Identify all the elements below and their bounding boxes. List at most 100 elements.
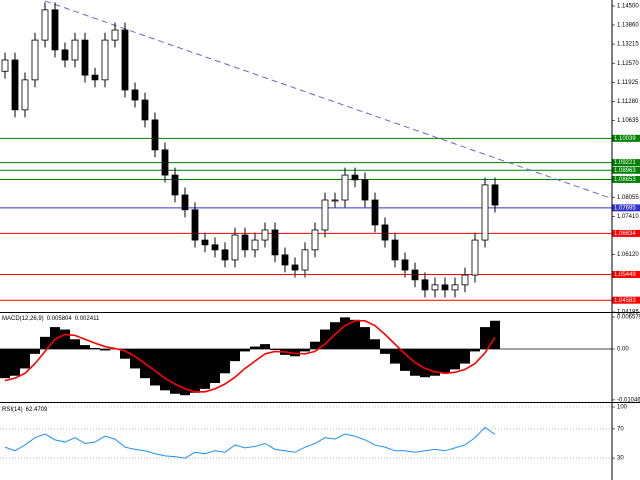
- macd-bar: [50, 327, 60, 349]
- macd-bar: [390, 348, 400, 364]
- macd-pane: [0, 317, 612, 396]
- macd-bar: [310, 341, 320, 349]
- macd-bar: [360, 327, 370, 349]
- macd-bar: [490, 320, 500, 349]
- indicator-value: 0.005804: [47, 316, 73, 322]
- candle-body: [201, 239, 209, 246]
- y-tick-label: 100: [617, 405, 628, 411]
- macd-bar: [70, 339, 80, 349]
- candle-body: [31, 39, 39, 81]
- macd-bar: [270, 348, 280, 350]
- candle-body: [321, 199, 329, 231]
- macd-bar: [320, 329, 330, 349]
- candle-body: [91, 74, 99, 81]
- macd-bar: [380, 348, 390, 354]
- candle-body: [61, 49, 69, 61]
- candle-body: [51, 9, 59, 51]
- price-pane: [0, 0, 612, 301]
- indicator-value: 0.002411: [75, 316, 100, 322]
- y-tick-label: 1.13215: [617, 42, 639, 48]
- macd-bar: [150, 348, 160, 386]
- indicator-header: MACD(12,26,9) 0.005804 0.002411: [2, 316, 100, 322]
- macd-bar: [440, 348, 450, 374]
- macd-bar: [300, 348, 310, 352]
- candle-body: [491, 184, 499, 206]
- y-tick-label: 1.12570: [617, 61, 639, 67]
- rsi-line: [4, 426, 496, 459]
- macd-bar: [470, 348, 480, 352]
- indicator-title: MACD(12,26,9): [2, 316, 44, 322]
- y-tick-label: -0.010465: [617, 397, 640, 403]
- candle-body: [281, 254, 289, 266]
- level-label: 1.05449: [614, 272, 636, 278]
- level-label-box: [612, 159, 640, 167]
- y-tick-label: 0.00: [617, 347, 629, 353]
- candle-body: [301, 249, 309, 271]
- candle-body: [181, 194, 189, 211]
- macd-bar: [420, 348, 430, 378]
- macd-bar: [60, 329, 70, 349]
- macd-bar: [260, 344, 270, 349]
- candle-body: [21, 79, 29, 111]
- candle-body: [451, 284, 459, 291]
- level-label-box: [612, 134, 640, 142]
- macd-bar: [250, 346, 260, 349]
- macd-bar: [120, 348, 130, 359]
- candle-body: [441, 284, 449, 291]
- candle-body: [81, 39, 89, 76]
- level-label: 1.08963: [614, 168, 636, 174]
- macd-bar: [180, 348, 190, 396]
- candle-body: [361, 179, 369, 201]
- trendline: [44, 0, 612, 200]
- macd-bar: [170, 348, 180, 394]
- candle-body: [341, 174, 349, 201]
- candle-body: [261, 229, 269, 241]
- candle-body: [401, 259, 409, 271]
- candle-body: [251, 239, 259, 251]
- candle-body: [471, 239, 479, 276]
- candle-body: [421, 279, 429, 291]
- macd-bar: [230, 348, 240, 362]
- macd-bar: [0, 348, 10, 379]
- level-label: 1.07695: [614, 205, 636, 211]
- candle-body: [211, 244, 219, 251]
- macd-bar: [130, 348, 140, 369]
- macd-bar: [10, 348, 20, 376]
- macd-bar: [400, 348, 410, 371]
- candle-body: [221, 249, 229, 261]
- macd-bar: [160, 348, 170, 391]
- candle-body: [461, 274, 469, 286]
- candle-body: [351, 174, 359, 181]
- candle-body: [101, 39, 109, 81]
- y-tick-label: 1.14500: [617, 4, 639, 10]
- macd-bar: [210, 348, 220, 384]
- candle-body: [11, 59, 19, 111]
- candle-body: [1, 59, 9, 72]
- candle-body: [191, 209, 199, 241]
- level-label: 1.09221: [614, 160, 636, 166]
- y-tick-label: 0.006579: [617, 315, 640, 321]
- y-tick-label: 1.11280: [617, 99, 639, 105]
- candle-body: [391, 239, 399, 261]
- y-tick-label: 1.08055: [617, 195, 639, 201]
- indicator-value: 62.4709: [26, 407, 48, 413]
- macd-bar: [20, 348, 30, 369]
- macd-bar: [100, 348, 110, 351]
- y-tick-label: 1.10635: [617, 118, 639, 124]
- macd-bar: [370, 339, 380, 349]
- macd-bar: [450, 348, 460, 370]
- candle-body: [291, 264, 299, 271]
- candle-body: [231, 234, 239, 261]
- candle-body: [171, 174, 179, 196]
- level-label: 1.08653: [614, 177, 636, 183]
- level-label-box: [612, 175, 640, 183]
- macd-bar: [430, 348, 440, 376]
- signal-line: [4, 319, 496, 393]
- macd-bar: [330, 322, 340, 349]
- candle-body: [371, 199, 379, 226]
- y-tick-label: 70: [617, 426, 624, 432]
- candle-body: [71, 39, 79, 61]
- candle-body: [161, 149, 169, 176]
